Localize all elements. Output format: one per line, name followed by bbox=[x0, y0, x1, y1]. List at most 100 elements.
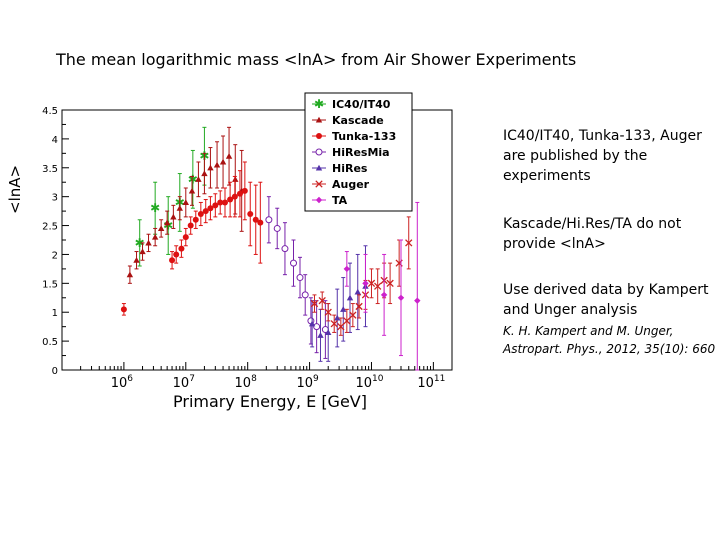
note-derived: Kascade/Hi.Res/TA do not provide <lnA> bbox=[503, 216, 682, 252]
marker-stroke bbox=[337, 323, 345, 331]
data-point bbox=[386, 279, 394, 287]
y-tick-label: 1 bbox=[52, 308, 58, 319]
y-tick-label: 3.5 bbox=[42, 164, 58, 175]
lna-energy-chart: 0 0.5 1 1.5 2 2.5 3 3.5 4 4.5 106 107 108 109 1010 1011… bbox=[42, 92, 453, 411]
data-point bbox=[290, 259, 298, 267]
series-kascade bbox=[126, 126, 245, 284]
legend-label: TA bbox=[332, 194, 348, 207]
series-hiresmia bbox=[265, 196, 329, 359]
y-tick-label: 0.5 bbox=[42, 337, 58, 348]
legend-marker bbox=[316, 133, 322, 139]
data-point bbox=[241, 187, 248, 194]
legend-label: HiRes bbox=[332, 162, 368, 175]
data-point bbox=[169, 257, 176, 264]
data-point bbox=[182, 199, 189, 206]
legend-entry: Kascade bbox=[312, 114, 384, 127]
data-point: ✱ bbox=[163, 219, 173, 233]
data-point bbox=[281, 245, 289, 253]
legend-marker bbox=[315, 164, 323, 171]
data-point: ✱ bbox=[188, 172, 198, 186]
data-point bbox=[343, 317, 351, 325]
series-tunka-133 bbox=[120, 161, 264, 316]
data-point bbox=[157, 225, 165, 232]
axis-ticks: 0 0.5 1 1.5 2 2.5 3 3.5 4 4.5 106 107 108 109 1010 1011 bbox=[42, 106, 445, 391]
legend-label: HiResMia bbox=[332, 146, 390, 159]
data-point bbox=[133, 257, 140, 263]
legend-marker bbox=[315, 180, 323, 188]
reference-citation: K. H. Kampert and M. Unger, Astropart. P… bbox=[503, 324, 716, 356]
x-tick-label: 1010 bbox=[355, 374, 383, 391]
data-point bbox=[188, 187, 196, 194]
data-point bbox=[380, 291, 388, 299]
data-point bbox=[202, 208, 209, 215]
data-point bbox=[197, 211, 204, 217]
data-point bbox=[219, 158, 227, 165]
data-point bbox=[227, 196, 234, 203]
marker-stroke bbox=[386, 279, 394, 287]
data-point bbox=[310, 299, 319, 308]
marker-stroke bbox=[330, 320, 338, 328]
legend-entry: HiRes bbox=[312, 162, 368, 175]
data-point bbox=[192, 216, 199, 223]
data-point bbox=[265, 216, 273, 224]
legend-marker bbox=[315, 116, 323, 123]
data-point bbox=[334, 314, 341, 321]
data-point bbox=[318, 297, 326, 305]
data-point bbox=[178, 245, 185, 252]
data-point bbox=[170, 213, 177, 220]
data-point bbox=[195, 176, 202, 182]
x-tick-label: 109 bbox=[296, 374, 319, 391]
data-point bbox=[126, 271, 134, 278]
y-tick-label: 1.5 bbox=[42, 279, 58, 290]
legend-entry: Tunka-133 bbox=[312, 130, 396, 143]
data-point: ✱ bbox=[135, 236, 145, 250]
x-axis-label: Primary Energy, E [GeV] bbox=[173, 392, 367, 411]
slide-title: The mean logarithmic mass <lnA> from Air… bbox=[56, 50, 577, 69]
marker-stroke bbox=[355, 302, 363, 311]
marker-stroke bbox=[310, 299, 319, 308]
y-tick-label: 4.5 bbox=[42, 106, 58, 117]
data-point bbox=[354, 288, 361, 295]
data-point bbox=[120, 306, 127, 313]
data-point bbox=[182, 234, 189, 241]
data-point bbox=[163, 219, 171, 226]
data-point bbox=[236, 190, 243, 197]
y-tick-label: 4 bbox=[52, 135, 58, 146]
legend-label: Auger bbox=[332, 178, 370, 191]
data-point bbox=[349, 311, 357, 319]
data-point bbox=[145, 239, 152, 246]
data-point bbox=[273, 224, 281, 232]
data-point bbox=[213, 161, 221, 168]
legend-label: Kascade bbox=[332, 114, 384, 127]
marker-stroke bbox=[324, 308, 332, 316]
data-point bbox=[374, 282, 382, 290]
y-tick-label: 0 bbox=[52, 366, 58, 377]
data-point bbox=[217, 199, 224, 206]
legend-marker: ✱ bbox=[314, 97, 324, 111]
data-point bbox=[212, 202, 219, 209]
data-point bbox=[139, 248, 146, 255]
data-point bbox=[225, 153, 233, 159]
data-point bbox=[231, 193, 238, 200]
marker-stroke bbox=[343, 317, 351, 325]
data-point bbox=[355, 302, 363, 311]
x-tick-label: 108 bbox=[235, 374, 258, 391]
marker-stroke bbox=[318, 297, 326, 305]
data-point bbox=[405, 239, 413, 247]
data-point bbox=[324, 308, 332, 316]
legend: ✱ IC40/IT40 Kascade Tunka-133 HiResMia HiRes A… bbox=[304, 92, 413, 212]
data-point bbox=[201, 170, 208, 177]
legend-entry: HiResMia bbox=[312, 146, 390, 159]
data-point bbox=[176, 205, 183, 211]
data-point bbox=[151, 233, 159, 240]
legend-marker bbox=[315, 148, 323, 156]
data-point bbox=[346, 294, 354, 301]
data-point bbox=[301, 291, 309, 299]
legend-label: Tunka-133 bbox=[332, 130, 396, 143]
data-point bbox=[367, 279, 376, 287]
series-auger bbox=[310, 216, 413, 336]
x-tick-label: 1011 bbox=[417, 374, 445, 391]
y-tick-label: 3 bbox=[52, 193, 58, 204]
data-point bbox=[397, 294, 405, 301]
data-point bbox=[221, 199, 228, 206]
